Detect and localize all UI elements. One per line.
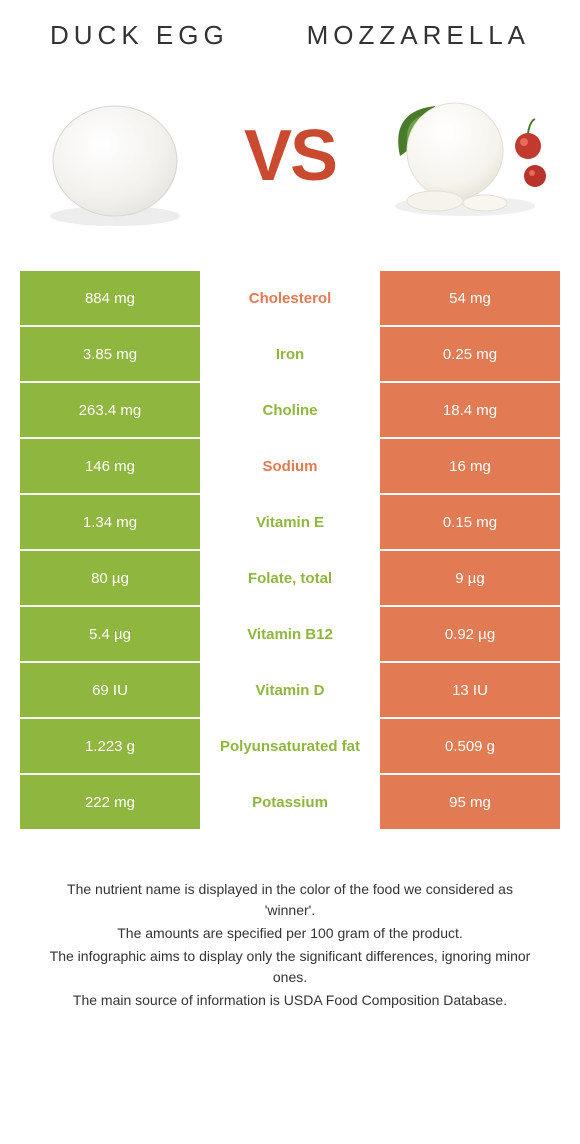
table-row: 146 mgSodium16 mg	[20, 439, 560, 493]
left-value-cell: 884 mg	[20, 271, 200, 325]
left-food-title: Duck egg	[50, 20, 229, 51]
right-value-cell: 0.92 µg	[380, 607, 560, 661]
right-food-title: Mozzarella	[307, 20, 530, 51]
left-value-cell: 222 mg	[20, 775, 200, 829]
footnote-line: The nutrient name is displayed in the co…	[40, 879, 540, 921]
vs-label: VS	[244, 115, 336, 197]
right-value-cell: 16 mg	[380, 439, 560, 493]
table-row: 884 mgCholesterol54 mg	[20, 271, 560, 325]
footnote-line: The amounts are specified per 100 gram o…	[40, 923, 540, 944]
right-value-cell: 13 IU	[380, 663, 560, 717]
left-value-cell: 146 mg	[20, 439, 200, 493]
left-value-cell: 3.85 mg	[20, 327, 200, 381]
nutrient-label-cell: Sodium	[200, 439, 380, 493]
right-value-cell: 0.509 g	[380, 719, 560, 773]
nutrient-label-cell: Polyunsaturated fat	[200, 719, 380, 773]
table-row: 69 IUVitamin D13 IU	[20, 663, 560, 717]
nutrient-label-cell: Iron	[200, 327, 380, 381]
header: Duck egg Mozzarella	[10, 20, 570, 61]
nutrient-table: 884 mgCholesterol54 mg3.85 mgIron0.25 mg…	[20, 271, 560, 829]
left-value-cell: 263.4 mg	[20, 383, 200, 437]
nutrient-label-cell: Potassium	[200, 775, 380, 829]
left-value-cell: 1.34 mg	[20, 495, 200, 549]
nutrient-label-cell: Vitamin D	[200, 663, 380, 717]
left-value-cell: 5.4 µg	[20, 607, 200, 661]
footnote-line: The infographic aims to display only the…	[40, 946, 540, 988]
table-row: 80 µgFolate, total9 µg	[20, 551, 560, 605]
right-value-cell: 0.15 mg	[380, 495, 560, 549]
nutrient-label-cell: Cholesterol	[200, 271, 380, 325]
table-row: 1.223 gPolyunsaturated fat0.509 g	[20, 719, 560, 773]
images-row: VS	[10, 61, 570, 271]
table-row: 5.4 µgVitamin B120.92 µg	[20, 607, 560, 661]
right-value-cell: 9 µg	[380, 551, 560, 605]
footnotes: The nutrient name is displayed in the co…	[10, 879, 570, 1011]
footnote-line: The main source of information is USDA F…	[40, 990, 540, 1011]
table-row: 263.4 mgCholine18.4 mg	[20, 383, 560, 437]
right-value-cell: 18.4 mg	[380, 383, 560, 437]
right-value-cell: 54 mg	[380, 271, 560, 325]
table-row: 3.85 mgIron0.25 mg	[20, 327, 560, 381]
left-value-cell: 69 IU	[20, 663, 200, 717]
right-value-cell: 95 mg	[380, 775, 560, 829]
nutrient-label-cell: Choline	[200, 383, 380, 437]
left-value-cell: 80 µg	[20, 551, 200, 605]
nutrient-label-cell: Vitamin B12	[200, 607, 380, 661]
duck-egg-icon	[30, 71, 200, 241]
table-row: 1.34 mgVitamin E0.15 mg	[20, 495, 560, 549]
mozzarella-icon	[380, 71, 550, 241]
left-value-cell: 1.223 g	[20, 719, 200, 773]
nutrient-label-cell: Vitamin E	[200, 495, 380, 549]
right-value-cell: 0.25 mg	[380, 327, 560, 381]
nutrient-label-cell: Folate, total	[200, 551, 380, 605]
table-row: 222 mgPotassium95 mg	[20, 775, 560, 829]
